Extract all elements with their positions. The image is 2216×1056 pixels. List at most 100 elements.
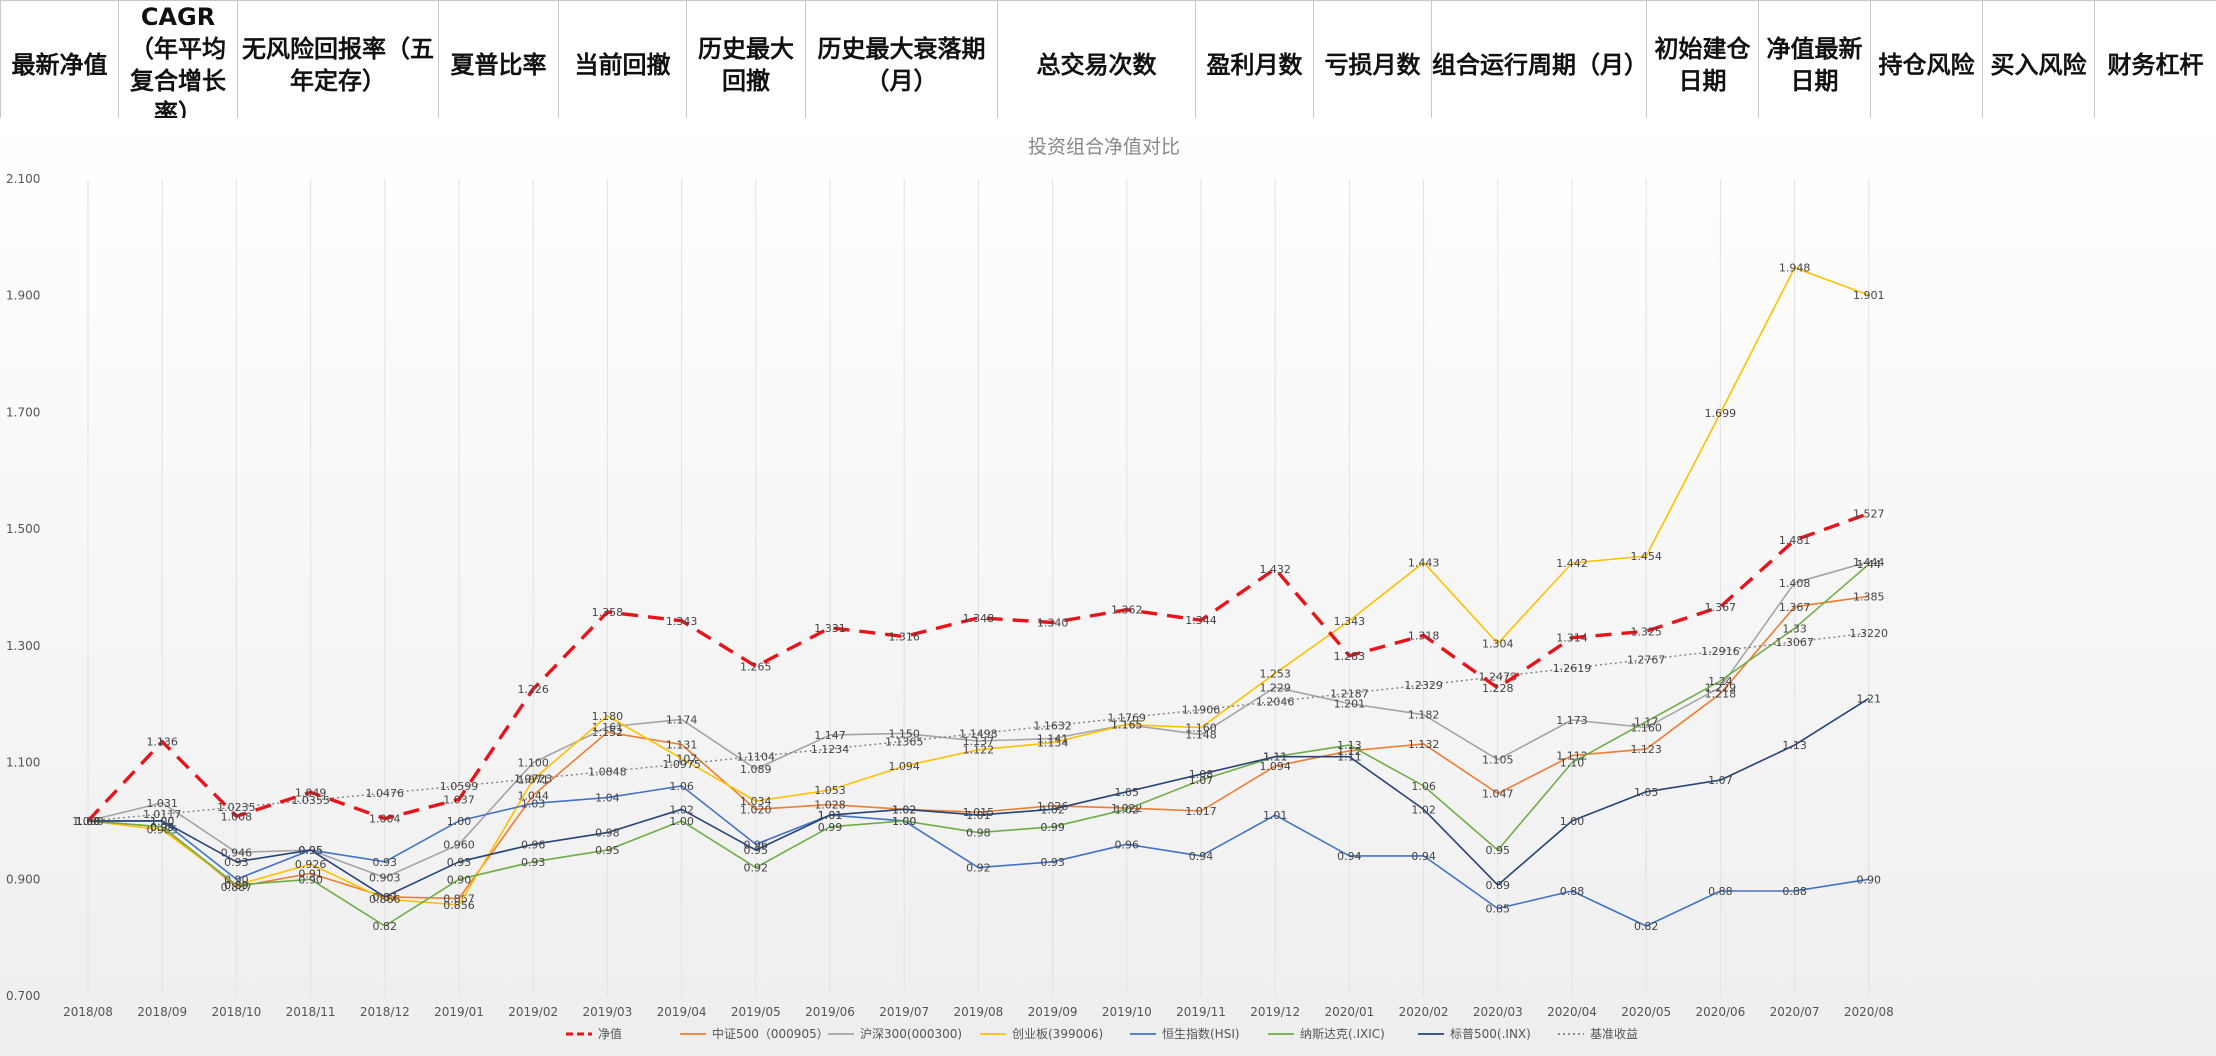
y-axis: 2.100 1.900 1.700 1.500 1.300 1.100 0.900 0.700 bbox=[6, 172, 40, 1003]
data-label: 1.201 bbox=[1334, 698, 1366, 711]
stat-header: 财务杠杆 bbox=[2094, 0, 2216, 130]
data-label: 1.362 bbox=[1111, 604, 1143, 617]
data-label: 0.88 bbox=[1782, 885, 1807, 898]
data-label: 0.89 bbox=[1486, 879, 1511, 892]
data-label: 1.03 bbox=[521, 797, 546, 810]
data-label: 1.17 bbox=[1634, 716, 1659, 729]
legend-label: 恒生指数(HSI) bbox=[1162, 1026, 1240, 1041]
data-label: 1.325 bbox=[1630, 625, 1662, 638]
data-label: 1.13 bbox=[1337, 739, 1362, 752]
data-label: 0.90 bbox=[298, 873, 323, 886]
stat-header: 亏损月数 bbox=[1313, 0, 1432, 130]
gridlines bbox=[87, 179, 1870, 996]
data-label: 1.160 bbox=[1630, 722, 1662, 735]
data-label: 0.87 bbox=[373, 891, 398, 904]
stat-header: 净值最新日期 bbox=[1758, 0, 1871, 130]
data-label: 0.95 bbox=[1486, 844, 1511, 857]
data-label: 1.344 bbox=[1185, 614, 1217, 627]
data-label: 1.1632 bbox=[1033, 720, 1072, 733]
data-label: 1.00 bbox=[76, 815, 101, 828]
data-label: 1.031 bbox=[146, 797, 178, 810]
stat-header: 历史最大回撤 bbox=[686, 0, 806, 130]
data-label: 1.037 bbox=[443, 793, 475, 806]
data-label: 1.444 bbox=[1853, 556, 1885, 569]
x-axis: 2018/08 2018/09 2018/10 2018/11 2018/12 2019/… bbox=[63, 1005, 1894, 1019]
x-tick-label: 2019/10 bbox=[1102, 1005, 1152, 1019]
data-label: 1.367 bbox=[1705, 601, 1737, 614]
data-label: 1.699 bbox=[1705, 407, 1737, 420]
data-label: 1.107 bbox=[666, 752, 698, 765]
data-label: 1.0117 bbox=[143, 808, 182, 821]
data-label: 1.07 bbox=[1189, 774, 1214, 787]
x-tick-label: 2020/08 bbox=[1844, 1005, 1894, 1019]
data-label: 1.44 bbox=[1857, 558, 1882, 571]
data-label: 1.13 bbox=[1782, 739, 1807, 752]
stat-header: 当前回撤 bbox=[558, 0, 687, 130]
data-label: 0.92 bbox=[966, 862, 991, 875]
data-label: 1.527 bbox=[1853, 507, 1885, 520]
data-label: 1.454 bbox=[1630, 550, 1662, 563]
legend-label: 基准收益 bbox=[1590, 1027, 1638, 1041]
data-label: 1.004 bbox=[369, 813, 401, 826]
x-tick-label: 2018/11 bbox=[286, 1005, 336, 1019]
data-label: 0.91 bbox=[298, 867, 323, 880]
stat-header: 盈利月数 bbox=[1195, 0, 1314, 130]
data-label: 1.2046 bbox=[1256, 696, 1295, 709]
data-label: 1.152 bbox=[592, 726, 624, 739]
data-label: 0.85 bbox=[1486, 902, 1511, 915]
data-label: 1.02 bbox=[1115, 803, 1140, 816]
stat-header: 初始建仓日期 bbox=[1646, 0, 1759, 130]
data-label: 1.06 bbox=[1411, 780, 1436, 793]
stat-header: CAGR（年平均复合增长率） bbox=[118, 0, 238, 130]
series-line bbox=[86, 511, 1870, 823]
x-tick-label: 2018/12 bbox=[360, 1005, 410, 1019]
data-label: 1.02 bbox=[892, 803, 917, 816]
x-tick-label: 2019/03 bbox=[582, 1005, 632, 1019]
data-label: 1.1498 bbox=[959, 728, 998, 741]
chart-background bbox=[0, 118, 2216, 1056]
data-label: 0.94 bbox=[1189, 850, 1214, 863]
stat-header: 历史最大衰落期（月） bbox=[805, 0, 998, 130]
y-tick-label: 0.700 bbox=[6, 989, 40, 1003]
data-label: 0.866 bbox=[369, 893, 401, 906]
data-label: 1.047 bbox=[1482, 788, 1514, 801]
data-label: 1.2329 bbox=[1404, 679, 1443, 692]
data-label: 1.147 bbox=[814, 729, 846, 742]
data-label: 1.05 bbox=[1115, 786, 1140, 799]
y-tick-label: 1.500 bbox=[6, 522, 40, 536]
data-label: 1.160 bbox=[1185, 722, 1217, 735]
series-line bbox=[87, 266, 1870, 906]
data-label: 0.99 bbox=[818, 821, 843, 834]
data-label: 1.148 bbox=[1185, 729, 1217, 742]
data-label: 1.07 bbox=[1708, 774, 1733, 787]
y-tick-label: 1.700 bbox=[6, 405, 40, 419]
data-label: 1.0848 bbox=[588, 765, 627, 778]
x-tick-label: 2019/11 bbox=[1176, 1005, 1226, 1019]
data-label: 1.10 bbox=[1560, 757, 1585, 770]
data-label: 0.89 bbox=[224, 879, 249, 892]
y-tick-label: 1.900 bbox=[6, 289, 40, 303]
data-label: 1.00 bbox=[447, 815, 472, 828]
x-tick-label: 2020/01 bbox=[1324, 1005, 1374, 1019]
data-label: 1.2767 bbox=[1627, 653, 1666, 666]
data-label: 1.21 bbox=[1857, 692, 1882, 705]
data-label: 1.343 bbox=[666, 615, 698, 628]
stats-header-row: 最新净值 CAGR（年平均复合增长率） 无风险回报率（五年定存） 夏普比率 当前回撤 历史… bbox=[0, 0, 2216, 130]
data-label: 1.015 bbox=[963, 806, 995, 819]
chart-title: 投资组合净值对比 bbox=[1028, 136, 1180, 158]
data-label: 1.314 bbox=[1556, 632, 1588, 645]
legend: 净值 中证500（000905） 沪深300(000300) 创业板(399006) 恒… bbox=[566, 1026, 1638, 1041]
data-label: 0.867 bbox=[443, 893, 475, 906]
data-label: 1.348 bbox=[963, 612, 995, 625]
data-label: 1.1104 bbox=[737, 751, 776, 764]
stat-header: 买入风险 bbox=[1982, 0, 2095, 130]
data-label: 0.93 bbox=[373, 856, 398, 869]
x-tick-label: 2020/06 bbox=[1695, 1005, 1745, 1019]
x-tick-label: 2019/04 bbox=[657, 1005, 707, 1019]
data-label: 1.432 bbox=[1259, 563, 1291, 576]
data-label: 1.226 bbox=[517, 683, 549, 696]
legend-label: 创业板(399006) bbox=[1012, 1027, 1103, 1041]
series-5: 1.00 1.00 0.93 0.95 0.87 0.93 0.96 0.98 1.02 0.95… bbox=[76, 692, 1881, 903]
data-label: 1.00 bbox=[1560, 815, 1585, 828]
